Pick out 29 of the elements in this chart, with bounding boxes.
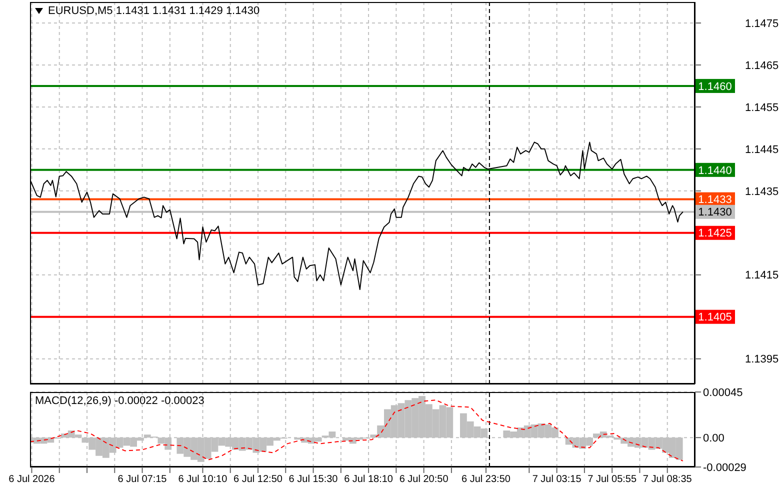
- x-tick-label: 6 Jul 07:15: [118, 474, 168, 486]
- chart-title: MACD(12,26,9) -0.00022 -0.00023: [35, 395, 204, 407]
- y-tick-label: 1.1445: [745, 144, 779, 156]
- ref-line-label: 1.1430: [698, 206, 732, 219]
- y-tick-label: 0.00: [703, 432, 724, 444]
- y-tick-label: -0.00029: [703, 462, 746, 474]
- x-tick-label: 7 Jul 05:55: [588, 474, 637, 486]
- x-tick-label: 6 Jul 2026: [8, 474, 56, 486]
- chart-title: EURUSD,M5 1.1431 1.1431 1.1429 1.1430: [48, 5, 260, 17]
- x-tick-label: 6 Jul 18:10: [344, 474, 394, 486]
- ref-line-label: 1.1460: [698, 80, 732, 93]
- y-tick-label: 1.1455: [745, 102, 779, 114]
- x-tick-label: 6 Jul 12:50: [234, 474, 283, 486]
- x-tick-label: 6 Jul 20:50: [399, 474, 449, 486]
- y-tick-label: 1.1475: [745, 18, 779, 30]
- ref-line-label: 1.1433: [698, 194, 732, 206]
- x-tick-label: 6 Jul 15:30: [288, 474, 338, 486]
- y-tick-label: 1.1395: [745, 354, 779, 366]
- x-tick-label: 7 Jul 03:15: [532, 474, 582, 486]
- ref-line-label: 1.1440: [698, 164, 732, 177]
- y-tick-label: 1.1465: [745, 60, 779, 72]
- y-tick-label: 0.00045: [703, 386, 743, 399]
- y-tick-label: 1.1435: [745, 186, 779, 198]
- x-tick-label: 6 Jul 10:10: [178, 474, 228, 486]
- x-tick-label: 6 Jul 23:50: [462, 474, 511, 486]
- ref-line-label: 1.1425: [698, 228, 732, 240]
- y-tick-label: 1.1415: [745, 270, 779, 282]
- ref-line-label: 1.1405: [698, 312, 732, 324]
- x-tick-label: 7 Jul 08:35: [642, 474, 692, 486]
